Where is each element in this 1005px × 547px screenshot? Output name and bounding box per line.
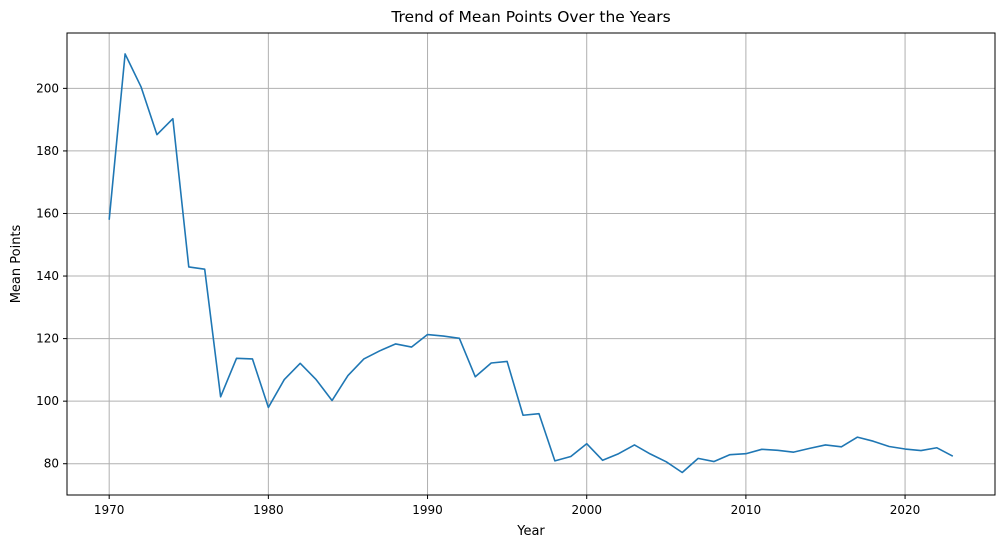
x-tick-label: 1970 <box>94 503 125 517</box>
x-axis-label: Year <box>516 524 545 539</box>
x-tick-label: 2020 <box>890 503 921 517</box>
grid <box>67 33 995 495</box>
x-axis: 1970 1980 1990 2000 2010 2020 <box>94 495 920 517</box>
x-tick-label: 2010 <box>731 503 762 517</box>
series-line <box>108 53 954 474</box>
x-tick-label: 2000 <box>571 503 602 517</box>
y-tick-label: 180 <box>36 144 59 158</box>
y-tick-label: 100 <box>36 394 59 408</box>
y-tick-label: 120 <box>36 332 59 346</box>
y-axis-label: Mean Points <box>9 224 24 303</box>
y-tick-label: 160 <box>36 206 59 220</box>
y-axis: 80 100 120 140 160 180 200 <box>36 81 67 471</box>
chart-title: Trend of Mean Points Over the Years <box>390 8 670 26</box>
series-group <box>108 53 954 474</box>
y-tick-label: 140 <box>36 269 59 283</box>
x-tick-label: 1980 <box>253 503 284 517</box>
y-tick-label: 200 <box>36 81 59 95</box>
y-tick-label: 80 <box>44 457 59 471</box>
plot-frame <box>66 32 996 496</box>
x-tick-label: 1990 <box>412 503 443 517</box>
